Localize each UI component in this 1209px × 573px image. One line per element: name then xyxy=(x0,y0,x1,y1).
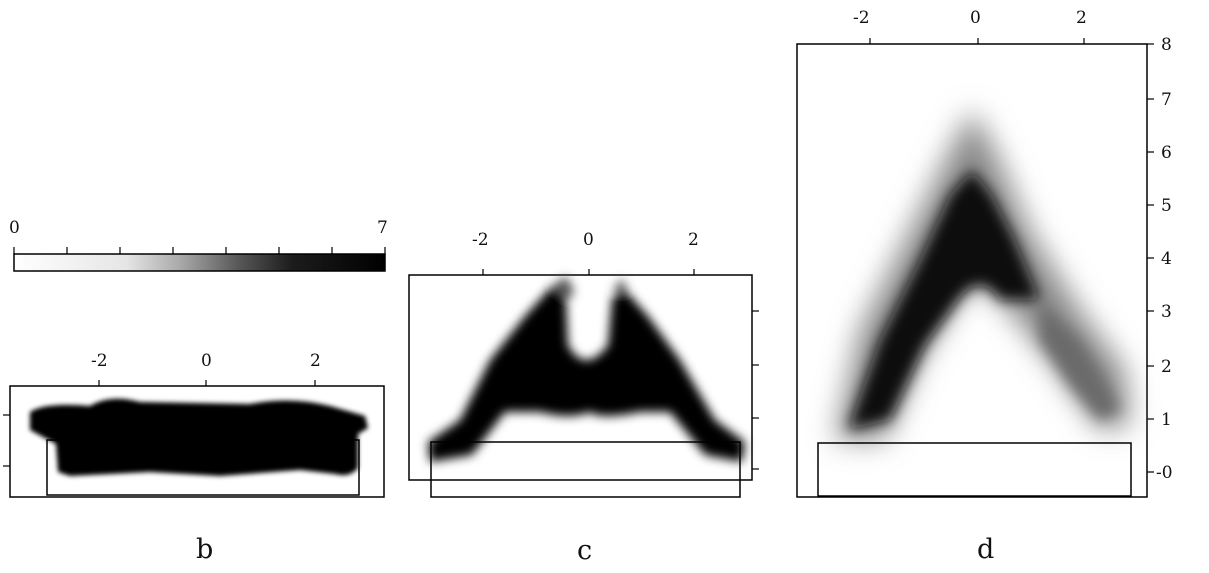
panel-c-x-tick: 2 xyxy=(688,230,699,250)
panel-d-y-tick: 3 xyxy=(1161,302,1172,322)
panel-b: -2 0 2 b xyxy=(3,351,385,565)
panel-d-label: d xyxy=(977,534,994,565)
panel-b-density xyxy=(30,398,368,476)
panel-c-label: c xyxy=(577,535,592,566)
panel-d-x-tick: 2 xyxy=(1076,8,1087,28)
panel-b-inner-box xyxy=(46,439,360,496)
panel-d-density xyxy=(835,110,1130,440)
panel-c: -2 0 2 c xyxy=(408,230,759,566)
panel-c-x-tick: -2 xyxy=(472,230,489,250)
panel-d-y-tick: -0 xyxy=(1156,463,1173,483)
panel-d-y-tick: 4 xyxy=(1161,249,1172,269)
panel-b-label: b xyxy=(196,534,213,565)
colorbar: 0 7 xyxy=(9,218,388,272)
panel-c-density xyxy=(428,276,745,462)
colorbar-ticks xyxy=(13,247,386,254)
panel-b-x-tick: -2 xyxy=(91,351,108,371)
panel-d: -2 0 2 8 7 6 5 4 xyxy=(796,8,1173,565)
panel-b-axis-ticks xyxy=(3,380,316,467)
colorbar-min-label: 0 xyxy=(9,218,20,238)
panel-d-inner-box xyxy=(817,442,1132,497)
panel-d-y-tick: 8 xyxy=(1161,35,1172,55)
panel-c-x-tick: 0 xyxy=(583,230,594,250)
panel-d-axis-ticks xyxy=(869,38,1154,473)
panel-d-x-tick: -2 xyxy=(853,8,870,28)
panel-d-x-tick: 0 xyxy=(970,8,981,28)
panel-c-inner-box xyxy=(430,441,741,498)
panel-c-axis-ticks xyxy=(482,269,759,470)
panel-d-y-tick: 2 xyxy=(1161,357,1172,377)
panel-d-y-tick: 6 xyxy=(1161,143,1172,163)
panel-d-y-tick: 7 xyxy=(1161,90,1172,110)
colorbar-gradient xyxy=(13,253,386,272)
colorbar-max-label: 7 xyxy=(377,218,388,238)
panel-d-y-tick: 5 xyxy=(1161,196,1172,216)
panel-b-x-tick: 0 xyxy=(201,351,212,371)
panel-d-y-tick: 1 xyxy=(1161,410,1172,430)
panel-b-x-tick: 2 xyxy=(310,351,321,371)
panel-d-y-ticks: 8 7 6 5 4 3 2 1 -0 xyxy=(1156,35,1173,483)
